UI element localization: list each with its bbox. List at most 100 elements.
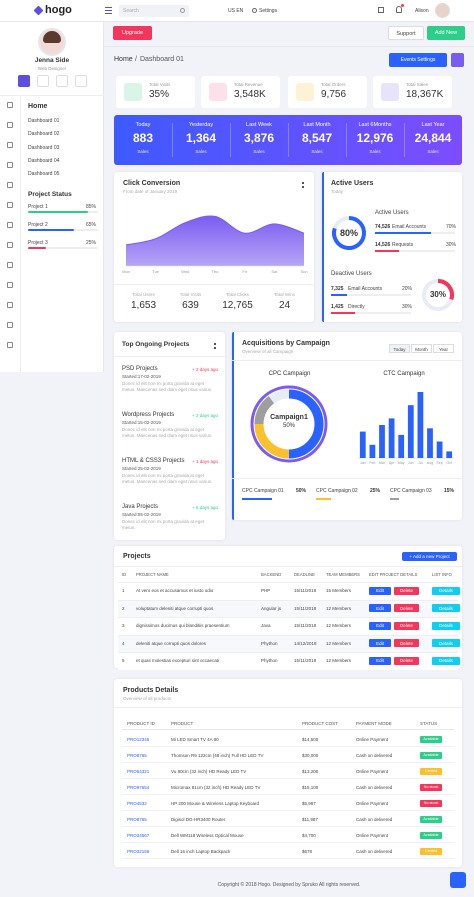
summary-divider (288, 123, 289, 157)
product-id[interactable]: PRO8765 (127, 752, 147, 758)
campaign-value: 15% (444, 488, 455, 494)
edit-button[interactable]: Edit (369, 621, 391, 630)
project-name: HTML & CSS3 Projects (122, 458, 185, 464)
menu-toggle-bar (105, 7, 112, 8)
rail-icon[interactable] (7, 162, 13, 168)
support-button[interactable]: Support (388, 26, 424, 40)
bar (398, 434, 405, 458)
menu-toggle[interactable] (105, 7, 112, 14)
nav-item[interactable]: Dashboard 05 (28, 171, 60, 178)
projects-card: Projects + Add a new Project ID PROJECT NAM… (114, 546, 462, 670)
product-id[interactable]: PRO34567 (127, 832, 150, 838)
table-cell: $678 (302, 848, 313, 854)
upgrade-button-label: Upgrade (121, 29, 144, 36)
period-tab[interactable]: Year (433, 344, 454, 353)
profile-action[interactable] (75, 75, 87, 87)
summary-value: 3,876 (243, 131, 275, 145)
edit-button[interactable]: Edit (369, 604, 391, 612)
delete-button[interactable]: Delete (394, 656, 419, 665)
card-subtitle: Overview of all products (123, 696, 172, 701)
profile-action[interactable] (18, 75, 30, 87)
period-tab[interactable]: Today (389, 344, 410, 353)
nav-item[interactable]: Dashboard 04 (28, 157, 60, 164)
status-badge: Limited (420, 767, 442, 775)
nav-item[interactable]: Dashboard 01 (28, 118, 60, 124)
product-id[interactable]: PRO4532 (127, 800, 147, 806)
rail-icon[interactable] (7, 282, 13, 288)
rail-icon[interactable] (7, 142, 13, 148)
rail-icon[interactable] (7, 182, 13, 188)
notification-icon[interactable] (396, 6, 402, 13)
profile-action[interactable] (37, 75, 49, 87)
edit-button[interactable]: Edit (369, 586, 391, 595)
rail-icon[interactable] (7, 102, 13, 108)
language-select[interactable]: US EN (228, 8, 244, 14)
total-value: 12,765 (222, 300, 253, 311)
user-avatar[interactable] (435, 3, 450, 18)
card-menu[interactable] (214, 343, 216, 349)
project-status-title: Project Status (28, 191, 72, 198)
rail-icon[interactable] (7, 242, 13, 248)
rail-icon[interactable] (7, 122, 13, 128)
rail-icon[interactable] (7, 342, 13, 348)
table-row (118, 582, 458, 600)
details-button[interactable]: Details (432, 586, 460, 595)
products-card: Products Details Overview of all products… (114, 679, 462, 867)
nav-home[interactable]: Home (28, 103, 48, 110)
rail-icon[interactable] (7, 202, 13, 208)
profile-action[interactable] (56, 75, 68, 87)
details-button[interactable]: Details (432, 639, 460, 647)
delete-button[interactable]: Delete (394, 586, 419, 595)
add-project-button[interactable]: + Add a new Project (402, 552, 457, 561)
edit-button[interactable]: Edit (369, 656, 391, 665)
period-tab[interactable]: Month (411, 344, 432, 353)
add-new-button[interactable]: Add New (427, 26, 465, 40)
settings-icon (252, 8, 257, 13)
delete-label: Delete (399, 623, 413, 628)
nav-item[interactable]: Dashboard 03 (28, 144, 60, 151)
rail-icon[interactable] (7, 302, 13, 308)
product-id[interactable]: PRO32156 (127, 848, 150, 854)
card-menu[interactable] (302, 182, 304, 188)
edit-button[interactable]: Edit (369, 639, 391, 647)
settings-menu[interactable]: Settings (259, 8, 278, 14)
product-id[interactable]: PRO97654 (127, 784, 150, 790)
nav-item[interactable]: Dashboard 02 (28, 131, 60, 138)
details-button[interactable]: Details (432, 656, 460, 665)
delete-button[interactable]: Delete (394, 621, 419, 630)
delete-button[interactable]: Delete (394, 604, 419, 612)
details-button[interactable]: Details (432, 621, 460, 630)
search-box[interactable]: Search (119, 5, 189, 17)
upgrade-button[interactable]: Upgrade (113, 26, 152, 40)
user-name[interactable]: Alison (415, 8, 429, 14)
card-divider (114, 707, 462, 708)
card-subtitle: Today (331, 189, 344, 194)
product-id[interactable]: PRO54321 (127, 768, 150, 774)
donut-arc (332, 216, 366, 250)
details-label: Details (439, 658, 453, 663)
table-cell: 12 Members (326, 640, 352, 646)
product-id[interactable]: PRO12345 (127, 736, 150, 742)
rail-icon[interactable] (7, 262, 13, 268)
rail-icon[interactable] (7, 222, 13, 228)
fullscreen-icon[interactable] (378, 7, 384, 13)
summary-value: 1,364 (185, 131, 217, 145)
delete-button[interactable]: Delete (394, 639, 419, 647)
details-button[interactable]: Details (432, 604, 460, 612)
back-to-top[interactable] (450, 872, 466, 888)
delete-label: Delete (399, 588, 413, 593)
status-badge: No stock (420, 799, 442, 807)
events-settings-button[interactable]: Events Settings (389, 53, 447, 67)
table-cell: Vu 80cm (32 inch) HD Ready LED TV (171, 768, 247, 774)
total-label: Total Wins (274, 292, 295, 297)
table-row (122, 731, 454, 747)
favorite-button[interactable] (451, 53, 464, 67)
table-cell: $14,500 (302, 736, 319, 742)
summary-divider (346, 123, 347, 157)
product-id[interactable]: PRO8765 (127, 816, 147, 822)
breadcrumb-home[interactable]: Home (114, 56, 133, 63)
user-count: 1,425 (331, 304, 344, 310)
card-divider (114, 356, 225, 357)
bar (436, 441, 443, 458)
rail-icon[interactable] (7, 322, 13, 328)
